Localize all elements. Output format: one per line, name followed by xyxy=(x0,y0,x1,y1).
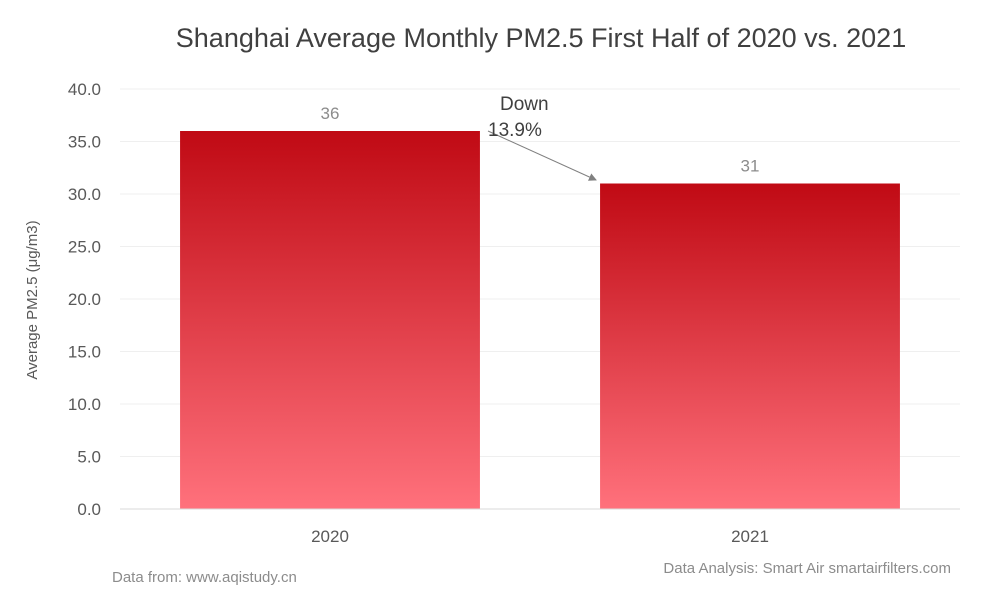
x-tick-label: 2021 xyxy=(731,527,769,546)
bars xyxy=(180,131,900,509)
analysis-credit: Data Analysis: Smart Air smartairfilters… xyxy=(663,560,951,577)
annotation-line1: Down xyxy=(500,94,549,115)
y-tick-label: 0.0 xyxy=(77,500,101,519)
y-tick-label: 35.0 xyxy=(68,133,101,152)
bar-2021 xyxy=(600,183,900,509)
y-tick-label: 5.0 xyxy=(77,448,101,467)
x-axis-ticks: 2020 2021 xyxy=(311,527,769,546)
bar-2020 xyxy=(180,131,480,509)
annotation-line2: 13.9% xyxy=(488,120,542,141)
y-axis-ticks: 0.0 5.0 10.0 15.0 20.0 25.0 30.0 35.0 40.0 xyxy=(68,80,101,519)
x-tick-label: 2020 xyxy=(311,527,349,546)
y-tick-label: 10.0 xyxy=(68,395,101,414)
data-label-2021: 31 xyxy=(741,157,760,176)
source-note: Data from: www.aqistudy.cn xyxy=(112,569,297,586)
y-tick-label: 20.0 xyxy=(68,290,101,309)
y-tick-label: 15.0 xyxy=(68,343,101,362)
y-tick-label: 25.0 xyxy=(68,238,101,257)
data-label-2020: 36 xyxy=(321,104,340,123)
annotation-arrow xyxy=(487,130,597,181)
y-tick-label: 30.0 xyxy=(68,185,101,204)
chart-title: Shanghai Average Monthly PM2.5 First Hal… xyxy=(176,23,906,53)
y-tick-label: 40.0 xyxy=(68,80,101,99)
data-labels: 36 31 xyxy=(321,104,760,176)
y-axis-label: Average PM2.5 (μg/m3) xyxy=(24,220,41,379)
